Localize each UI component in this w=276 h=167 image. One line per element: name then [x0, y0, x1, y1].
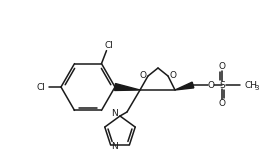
Text: Cl: Cl	[36, 82, 46, 92]
Text: 3: 3	[254, 85, 259, 91]
Text: O: O	[169, 70, 176, 79]
Text: O: O	[219, 61, 225, 70]
Polygon shape	[175, 82, 194, 90]
Text: O: O	[139, 70, 147, 79]
Text: N: N	[111, 142, 118, 151]
Text: S: S	[219, 80, 225, 90]
Text: CH: CH	[245, 80, 258, 90]
Text: Cl: Cl	[104, 41, 113, 50]
Text: N: N	[112, 110, 118, 119]
Polygon shape	[115, 84, 140, 91]
Text: O: O	[208, 80, 214, 90]
Text: O: O	[219, 100, 225, 109]
